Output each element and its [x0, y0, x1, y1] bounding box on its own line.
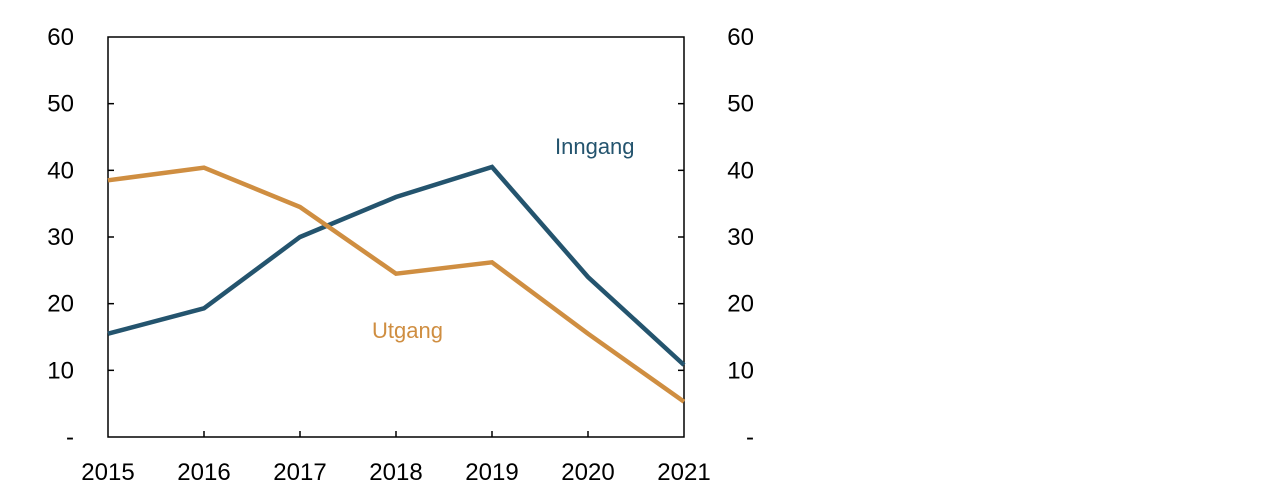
plot-frame	[107, 36, 685, 438]
series-label-utgang: Utgang	[372, 318, 443, 343]
y-tick-label-right: 30	[727, 224, 754, 251]
y-tick-label-right: 20	[727, 291, 754, 318]
y-tick-label-left: 40	[47, 157, 74, 184]
right-y-axis: 60 50 40 30 20 10 -	[678, 24, 754, 451]
x-tick-label: 2016	[177, 459, 230, 486]
x-tick-label: 2021	[657, 459, 710, 486]
y-tick-label-right: -	[746, 424, 754, 451]
y-tick-label-left: 20	[47, 291, 74, 318]
y-tick-label-left: 50	[47, 91, 74, 118]
x-tick-label: 2020	[561, 459, 614, 486]
y-tick-label-left: 60	[47, 24, 74, 51]
x-tick-label: 2017	[273, 459, 326, 486]
x-axis: 2015 2016 2017 2018 2019 2020 2021	[81, 431, 711, 486]
x-tick-label: 2019	[465, 459, 518, 486]
series-label-inngang: Inngang	[555, 134, 635, 159]
series-line-inngang	[107, 164, 686, 367]
x-tick-label: 2018	[369, 459, 422, 486]
y-tick-label-left: -	[66, 424, 74, 451]
left-y-axis: 60 50 40 30 20 10 -	[47, 24, 114, 451]
y-tick-label-right: 10	[727, 357, 754, 384]
y-tick-label-left: 10	[47, 357, 74, 384]
x-tick-label: 2015	[81, 459, 134, 486]
y-tick-label-left: 30	[47, 224, 74, 251]
series-line-utgang	[107, 165, 686, 404]
y-tick-label-right: 40	[727, 157, 754, 184]
y-tick-label-right: 50	[727, 91, 754, 118]
y-tick-label-right: 60	[727, 24, 754, 51]
series-lines	[107, 164, 686, 404]
